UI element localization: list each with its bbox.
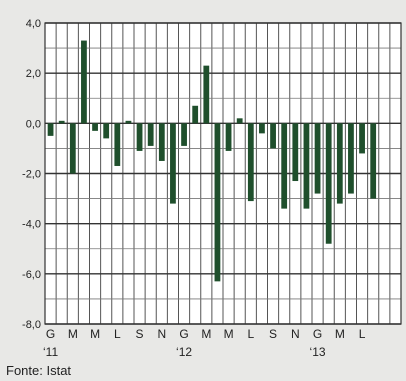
bar — [69, 123, 76, 174]
bar — [203, 65, 210, 124]
bar — [47, 123, 54, 136]
x-tick-label: G — [46, 327, 55, 341]
x-tick-label: M — [201, 327, 211, 341]
x-tick-label: G — [313, 327, 322, 341]
source-note: Fonte: Istat — [6, 363, 71, 378]
bar — [81, 40, 87, 124]
plot-border — [44, 22, 402, 325]
bar — [370, 123, 377, 199]
bar — [336, 123, 343, 204]
bar — [270, 123, 276, 149]
year-labels: ‘11 ‘12 ‘13 — [43, 345, 326, 359]
bar — [236, 118, 243, 124]
x-tick-label: L — [114, 327, 121, 341]
y-tick-label: 4,0 — [26, 18, 41, 30]
x-tick-label: N — [157, 327, 166, 341]
year-label: ‘13 — [310, 345, 326, 359]
year-label: ‘11 — [43, 345, 58, 359]
y-tick-label: -6,0 — [22, 269, 41, 281]
bar — [281, 123, 288, 209]
bar — [103, 123, 110, 139]
bar — [359, 123, 365, 154]
bar — [259, 123, 265, 134]
bar — [225, 123, 232, 151]
bar — [314, 123, 321, 194]
bar — [192, 105, 199, 124]
x-tick-label: L — [359, 327, 366, 341]
bar — [147, 123, 154, 146]
bar — [303, 123, 310, 209]
x-tick-label: G — [179, 327, 188, 341]
y-tick-label: -4,0 — [22, 219, 41, 231]
bar — [58, 120, 65, 124]
bar — [292, 123, 299, 182]
bar — [181, 123, 187, 146]
x-tick-label: M — [335, 327, 345, 341]
bar — [114, 123, 121, 166]
y-tick-label: -8,0 — [22, 319, 41, 331]
x-tick-label: M — [68, 327, 78, 341]
year-label: ‘12 — [176, 345, 192, 359]
y-tick-label: 2,0 — [26, 68, 41, 80]
bar — [325, 123, 332, 244]
bar — [348, 123, 354, 194]
x-tick-label: S — [269, 327, 277, 341]
x-tick-label: S — [136, 327, 144, 341]
bar — [136, 123, 143, 151]
bar — [247, 123, 254, 202]
plot-frame — [44, 22, 402, 325]
bar — [170, 123, 176, 204]
y-tick-label: -2,0 — [22, 169, 41, 181]
bar-series — [47, 40, 377, 282]
x-tick-label: N — [291, 327, 300, 341]
y-axis-ticks: 4,0 2,0 0,0 -2,0 -4,0 -6,0 -8,0 — [22, 18, 41, 331]
x-tick-label: L — [247, 327, 254, 341]
bar — [125, 120, 132, 124]
x-tick-label: M — [90, 327, 100, 341]
bar — [214, 123, 221, 282]
x-tick-label: M — [224, 327, 234, 341]
bar — [158, 123, 165, 161]
y-tick-label: 0,0 — [26, 118, 41, 130]
bar — [92, 123, 98, 131]
